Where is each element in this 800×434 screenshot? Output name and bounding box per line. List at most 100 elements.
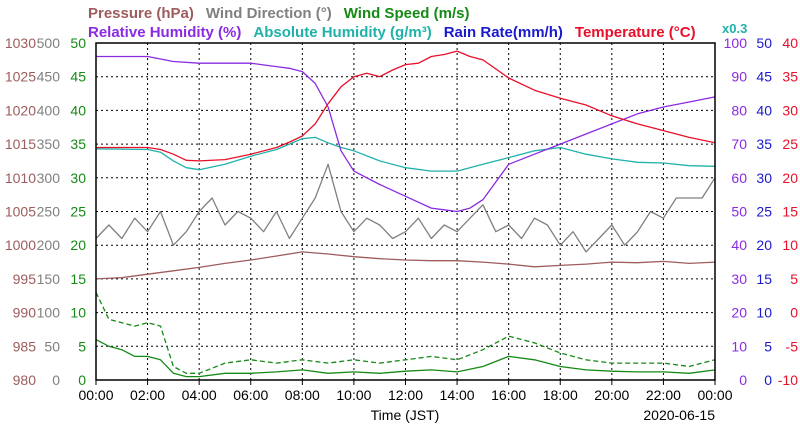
rain-tick-label: 25 — [756, 204, 772, 220]
wind_spd-tick-label: 35 — [70, 136, 86, 152]
x-tick-label: 16:00 — [491, 387, 526, 403]
x-tick-label: 08:00 — [285, 387, 320, 403]
pressure-tick-label: 1005 — [5, 204, 36, 220]
rain-tick-label: 50 — [756, 35, 772, 51]
series-line-wind-direction — [95, 163, 716, 253]
pressure-tick-label: 1030 — [5, 35, 36, 51]
wind_dir-tick-label: 350 — [37, 136, 61, 152]
pressure-tick-label: 1015 — [5, 136, 36, 152]
wind_dir-tick-label: 400 — [37, 102, 61, 118]
pressure-tick-label: 1000 — [5, 237, 36, 253]
series-line-temperature-c — [96, 50, 716, 162]
rh-tick-label: 30 — [731, 271, 747, 287]
wind_spd-tick-label: 0 — [78, 372, 86, 388]
rain-tick-label: 20 — [756, 237, 772, 253]
wind_spd-tick-label: 40 — [70, 102, 86, 118]
series-line-absolute-humidity-g-m — [95, 136, 716, 172]
x-tick-label: 12:00 — [388, 387, 423, 403]
pressure-tick-label: 990 — [13, 305, 37, 321]
x-tick-label: 02:00 — [130, 387, 165, 403]
rh-tick-label: 100 — [724, 35, 748, 51]
pressure-tick-label: 995 — [13, 271, 37, 287]
legend-wind-speed-m-s: Wind Speed (m/s) — [344, 5, 470, 22]
temp-tick-label: 0 — [790, 305, 798, 321]
temp-tick-label: -10 — [778, 372, 798, 388]
temp-tick-label: 15 — [782, 204, 798, 220]
scale-note-label: x0.3 — [722, 21, 747, 36]
temp-tick-label: 40 — [782, 35, 798, 51]
wind_dir-tick-label: 100 — [37, 305, 61, 321]
wind_dir-tick-label: 300 — [37, 170, 61, 186]
rh-tick-label: 90 — [731, 69, 747, 85]
wind_spd-tick-label: 30 — [70, 170, 86, 186]
wind_spd-tick-label: 10 — [70, 305, 86, 321]
rain-tick-label: 15 — [756, 271, 772, 287]
rain-tick-label: 10 — [756, 305, 772, 321]
rh-tick-label: 10 — [731, 338, 747, 354]
series-line-relative-humidity — [96, 55, 716, 213]
wind_spd-tick-label: 5 — [78, 338, 86, 354]
x-tick-label: 20:00 — [594, 387, 629, 403]
legend-rain-rate-mm-h: Rain Rate(mm/h) — [444, 24, 563, 41]
rain-tick-label: 40 — [756, 102, 772, 118]
wind_spd-tick-label: 15 — [70, 271, 86, 287]
title-row-2: Relative Humidity (%) Absolute Humidity (… — [88, 21, 747, 41]
temp-tick-label: 20 — [782, 170, 798, 186]
rh-tick-label: 0 — [739, 372, 747, 388]
series-line-pressure-hpa — [95, 251, 716, 280]
rain-tick-label: 30 — [756, 170, 772, 186]
x-tick-label: 18:00 — [543, 387, 578, 403]
rh-tick-label: 40 — [731, 237, 747, 253]
series-line-wind-speed-avg-m-s — [95, 339, 716, 378]
x-tick-label: 04:00 — [182, 387, 217, 403]
temp-tick-label: 30 — [782, 102, 798, 118]
rh-tick-label: 60 — [731, 170, 747, 186]
wind_spd-tick-label: 25 — [70, 204, 86, 220]
rh-tick-label: 20 — [731, 305, 747, 321]
x-axis: 00:00 02:00 04:00 06:00 08:00 10:00 12:00 14:00… — [78, 380, 733, 403]
rain-tick-label: 35 — [756, 136, 772, 152]
x-axis-label: Time (JST) — [371, 407, 440, 423]
rain-tick-label: 5 — [764, 338, 772, 354]
pressure-tick-label: 985 — [13, 338, 37, 354]
legend-pressure-hpa: Pressure (hPa) — [88, 5, 194, 22]
temp-tick-label: 10 — [782, 237, 798, 253]
x-tick-label: 14:00 — [440, 387, 475, 403]
rh-tick-label: 80 — [731, 102, 747, 118]
right-axes: 1009080706050403020100504540353025201510… — [724, 35, 799, 388]
title-row-1: Pressure (hPa) Wind Direction (°) Wind Spe… — [88, 5, 469, 22]
rh-tick-label: 50 — [731, 204, 747, 220]
grid — [96, 43, 715, 380]
legend-absolute-humidity-g-m: Absolute Humidity (g/m³) — [253, 24, 431, 41]
rain-tick-label: 0 — [764, 372, 772, 388]
wind_dir-tick-label: 50 — [44, 338, 60, 354]
wind_dir-tick-label: 500 — [37, 35, 61, 51]
legend-wind-direction: Wind Direction (°) — [206, 5, 332, 22]
pressure-tick-label: 980 — [13, 372, 37, 388]
wind_dir-tick-label: 250 — [37, 204, 61, 220]
x-tick-label: 22:00 — [646, 387, 681, 403]
temp-tick-label: 25 — [782, 136, 798, 152]
pressure-tick-label: 1025 — [5, 69, 36, 85]
wind_spd-tick-label: 20 — [70, 237, 86, 253]
temp-tick-label: -5 — [786, 338, 799, 354]
temp-tick-label: 35 — [782, 69, 798, 85]
legend-temperature-c: Temperature (°C) — [575, 24, 696, 41]
legend-relative-humidity: Relative Humidity (%) — [88, 24, 241, 41]
wind_dir-tick-label: 0 — [52, 372, 60, 388]
wind_dir-tick-label: 200 — [37, 237, 61, 253]
x-tick-label: 00:00 — [697, 387, 732, 403]
wind_spd-tick-label: 45 — [70, 69, 86, 85]
pressure-tick-label: 1010 — [5, 170, 36, 186]
x-tick-label: 00:00 — [78, 387, 113, 403]
rain-tick-label: 45 — [756, 69, 772, 85]
x-tick-label: 10:00 — [336, 387, 371, 403]
series-line-wind-speed-max-m-s — [95, 292, 716, 374]
rh-tick-label: 70 — [731, 136, 747, 152]
wind_dir-tick-label: 450 — [37, 69, 61, 85]
temp-tick-label: 5 — [790, 271, 798, 287]
x-tick-label: 06:00 — [233, 387, 268, 403]
pressure-tick-label: 1020 — [5, 102, 36, 118]
series-group — [95, 50, 716, 378]
